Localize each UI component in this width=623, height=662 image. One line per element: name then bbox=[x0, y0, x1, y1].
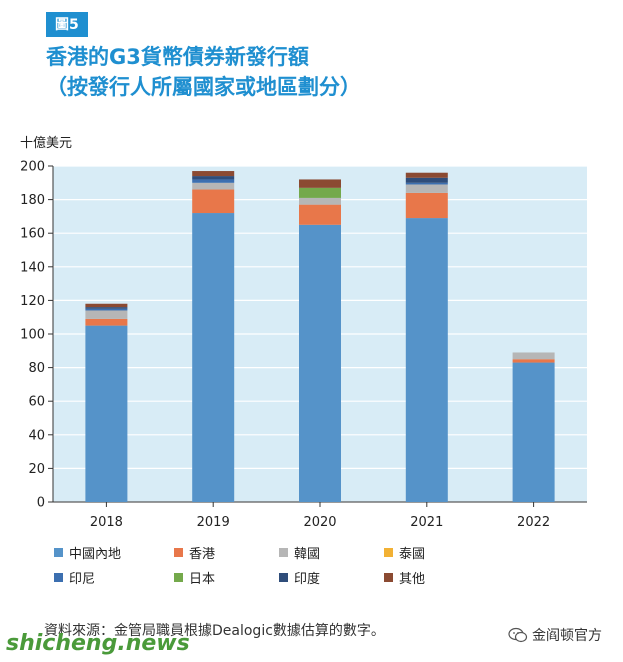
bar-segment bbox=[405, 192, 448, 219]
wechat-icon bbox=[508, 627, 528, 643]
bar-segment bbox=[405, 172, 448, 178]
chart-legend: 中國內地 香港 韓國 泰國印尼 日本 印度 其他 bbox=[54, 543, 614, 587]
bar-segment bbox=[299, 187, 341, 198]
bar-segment bbox=[405, 218, 448, 502]
bar-segment bbox=[192, 171, 235, 177]
bar-segment bbox=[85, 303, 128, 308]
bar-segment bbox=[85, 308, 128, 311]
bar-segment bbox=[405, 177, 448, 183]
legend-swatch bbox=[174, 548, 183, 557]
legend-swatch bbox=[384, 573, 393, 582]
legend-item: 日本 bbox=[174, 568, 279, 587]
bar-segment bbox=[85, 318, 128, 326]
legend-swatch bbox=[279, 548, 288, 557]
legend-item: 泰國 bbox=[384, 543, 494, 562]
y-tick-label: 200 bbox=[20, 160, 45, 175]
stacked-bar-chart: 0 20 40 60 80 100 120 140 160 180 200 2018 2019 2020 2… bbox=[20, 160, 587, 530]
x-tick-label: 2020 bbox=[303, 515, 336, 530]
y-tick-label: 140 bbox=[20, 260, 45, 275]
legend-item: 印尼 bbox=[54, 568, 174, 587]
legend-item: 香港 bbox=[174, 543, 279, 562]
bar-segment bbox=[405, 184, 448, 193]
legend-swatch bbox=[54, 548, 63, 557]
bar-segment bbox=[192, 213, 235, 503]
legend-label: 印尼 bbox=[69, 572, 96, 587]
bar-segment bbox=[512, 359, 555, 363]
bar-segment bbox=[299, 197, 341, 205]
y-tick-label: 20 bbox=[28, 462, 45, 477]
legend-swatch bbox=[54, 573, 63, 582]
bar-segment bbox=[512, 352, 555, 360]
bar-segment bbox=[192, 182, 235, 190]
legend-label: 日本 bbox=[189, 572, 216, 587]
x-tick-label: 2022 bbox=[517, 515, 550, 530]
y-axis-unit-label: 十億美元 bbox=[20, 136, 73, 151]
chart-title-line1: 香港的G3貨幣債券新發行額 bbox=[46, 45, 309, 69]
legend-item: 中國內地 bbox=[54, 543, 174, 562]
legend-swatch bbox=[279, 573, 288, 582]
bar-segment bbox=[85, 325, 128, 502]
bar-segment bbox=[299, 224, 341, 503]
bar-segment bbox=[192, 179, 235, 183]
chart-title: 香港的G3貨幣債券新發行額 （按發行人所屬國家或地區劃分） bbox=[46, 42, 361, 102]
watermark-text: shicheng.news bbox=[6, 631, 190, 656]
legend-item: 印度 bbox=[279, 568, 384, 587]
y-tick-label: 120 bbox=[20, 294, 45, 309]
bar-segment bbox=[192, 176, 235, 180]
bar-segment bbox=[85, 310, 128, 319]
bar-segment bbox=[405, 182, 448, 185]
figure-tag: 圖5 bbox=[46, 12, 88, 37]
y-tick-label: 60 bbox=[28, 395, 45, 410]
legend-label: 韓國 bbox=[294, 547, 321, 562]
legend-swatch bbox=[384, 548, 393, 557]
legend-label: 泰國 bbox=[399, 547, 426, 562]
legend-label: 香港 bbox=[189, 547, 216, 562]
source-note: 資料來源：金管局職員根據Dealogic數據估算的數字。 bbox=[44, 623, 385, 639]
bar-segment bbox=[299, 179, 341, 188]
legend-item: 其他 bbox=[384, 568, 494, 587]
chart-title-line2: （按發行人所屬國家或地區劃分） bbox=[46, 75, 361, 99]
y-tick-label: 160 bbox=[20, 227, 45, 242]
y-tick-label: 80 bbox=[28, 361, 45, 376]
legend-swatch bbox=[174, 573, 183, 582]
y-tick-label: 40 bbox=[28, 428, 45, 443]
bar-segment bbox=[512, 362, 555, 502]
y-tick-label: 180 bbox=[20, 193, 45, 208]
y-tick-label: 0 bbox=[37, 496, 45, 511]
bar-segment bbox=[299, 204, 341, 225]
watermark-account-name: 金阎顿官方 bbox=[532, 628, 602, 644]
x-tick-label: 2019 bbox=[197, 515, 230, 530]
bar-segment bbox=[192, 189, 235, 214]
legend-label: 其他 bbox=[399, 572, 426, 587]
legend-label: 中國內地 bbox=[69, 547, 122, 562]
x-tick-label: 2021 bbox=[410, 515, 443, 530]
watermark-account: 金阎顿官方 bbox=[508, 625, 602, 645]
legend-item: 韓國 bbox=[279, 543, 384, 562]
x-tick-label: 2018 bbox=[90, 515, 123, 530]
legend-label: 印度 bbox=[294, 572, 321, 587]
bar-segment bbox=[85, 307, 128, 309]
y-tick-label: 100 bbox=[20, 328, 45, 343]
